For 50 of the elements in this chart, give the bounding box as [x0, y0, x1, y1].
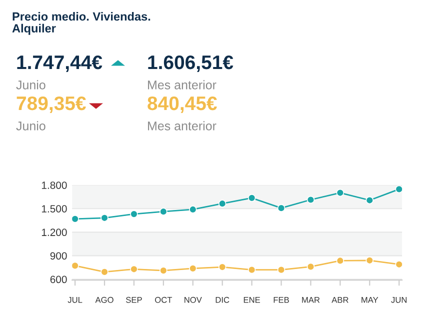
point: [100, 268, 108, 276]
text: Junio: [16, 80, 46, 90]
point: [366, 196, 374, 204]
x-tick-label: MAR: [302, 297, 320, 303]
text: 789,35€: [16, 96, 86, 114]
y-tick-label: 600: [50, 276, 67, 284]
x-tick-label: DIC: [216, 296, 230, 303]
x-tick-label: OCT: [155, 296, 172, 303]
point: [188, 206, 197, 214]
point: [395, 260, 402, 268]
point: [218, 263, 226, 271]
text: 1.747,44€: [17, 55, 102, 72]
point: [160, 266, 168, 274]
text: Mes anterior: [148, 80, 216, 90]
point: [130, 210, 138, 218]
x-tick-label: JUN: [391, 297, 407, 303]
point: [100, 214, 108, 222]
point: [248, 194, 256, 202]
x-tick-label: ABR: [332, 297, 348, 303]
point: [306, 262, 315, 271]
point: [336, 188, 344, 197]
y-tick-label: 1.800: [42, 182, 67, 189]
point: [277, 266, 286, 274]
y-tick-label: 1.500: [42, 205, 67, 212]
text: 840,45€: [148, 96, 217, 114]
point: [366, 256, 374, 264]
point: [277, 204, 286, 212]
x-tick-label: AGO: [95, 296, 114, 303]
point: [160, 208, 168, 216]
point: [218, 200, 226, 208]
point: [72, 262, 79, 270]
x-tick-label: NOV: [184, 296, 202, 303]
text: 1.606,51€: [148, 55, 234, 72]
point: [248, 266, 256, 274]
y-tick-label: 900: [50, 252, 67, 260]
point: [72, 215, 79, 223]
text: Junio: [16, 121, 46, 130]
x-tick-label: FEB: [274, 297, 289, 303]
point: [188, 264, 197, 272]
point: [130, 265, 138, 274]
x-tick-label: ENE: [244, 297, 260, 303]
x-tick-label: SEP: [126, 296, 142, 303]
chart-title: Precio medio. Viviendas. Alquiler: [12, 12, 150, 35]
y-tick-label: 1.200: [42, 228, 67, 236]
point: [306, 196, 315, 204]
x-tick-label: MAY: [362, 297, 378, 303]
point: [336, 256, 344, 265]
point: [395, 185, 402, 194]
text: Mes anterior: [148, 121, 216, 130]
x-tick-label: JUL: [68, 297, 82, 303]
